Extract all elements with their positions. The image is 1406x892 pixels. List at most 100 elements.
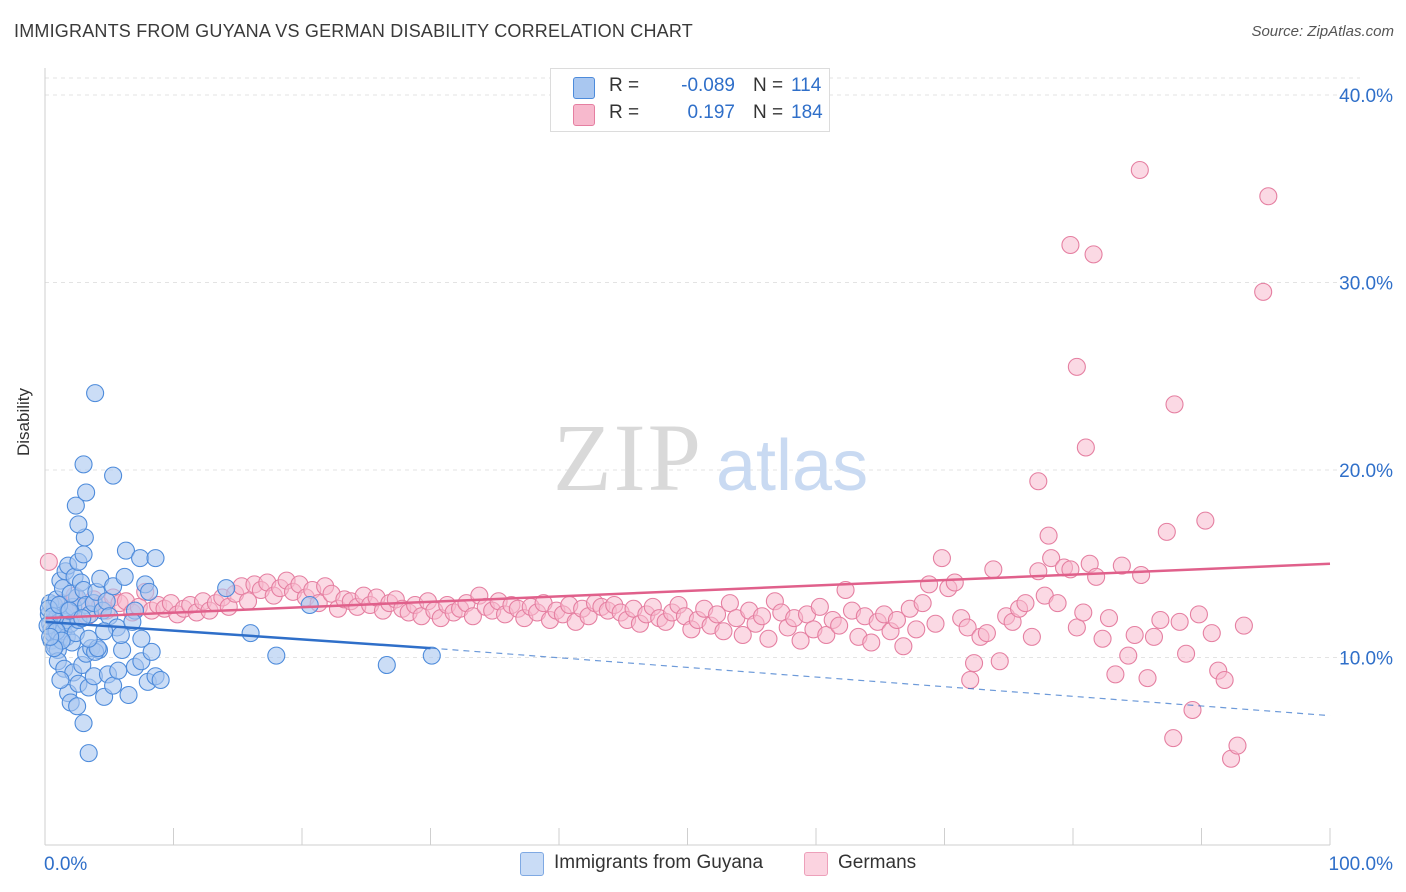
germans-point	[913, 594, 932, 613]
germans-point	[39, 552, 58, 571]
germans-point	[1042, 549, 1061, 568]
legend-swatch-pink	[573, 104, 595, 126]
y-tick-label: 20.0%	[1339, 461, 1393, 482]
guyana-point	[77, 483, 96, 502]
bottom-legend-label: Immigrants from Guyana	[554, 852, 764, 873]
guyana-point	[41, 627, 60, 646]
guyana-point	[422, 646, 441, 665]
watermark-atlas: atlas	[716, 426, 868, 506]
germans-point	[1112, 556, 1131, 575]
axes: 10.0% 20.0% 30.0% 40.0% 0.0% 100.0%	[44, 68, 1393, 875]
germans-point	[810, 597, 829, 616]
guyana-point	[115, 567, 134, 586]
germans-point	[1099, 609, 1119, 628]
germans-point	[836, 580, 855, 600]
germans-point	[1228, 736, 1247, 755]
guyana-point	[79, 744, 98, 763]
germans-point	[958, 618, 977, 637]
guyana-point	[74, 455, 93, 474]
germans-point	[463, 607, 482, 626]
chart-title: IMMIGRANTS FROM GUYANA VS GERMAN DISABIL…	[14, 21, 693, 41]
germans-point	[961, 670, 980, 690]
guyana-points	[38, 384, 441, 763]
germans-point	[1067, 357, 1086, 376]
legend-n-value: 184	[791, 102, 823, 123]
guyana-point	[300, 595, 319, 615]
guyana-point	[142, 642, 161, 661]
germans-point	[752, 607, 772, 626]
germans-point	[1067, 618, 1086, 637]
guyana-trend-line	[44, 620, 431, 650]
guyana-point	[86, 384, 105, 403]
guyana-point	[97, 592, 116, 611]
bottom-legend-swatch-pink	[804, 852, 828, 876]
germans-point	[1215, 670, 1234, 690]
germans-point	[759, 629, 778, 648]
germans-point	[1157, 522, 1176, 541]
germans-point	[714, 622, 733, 641]
legend-n-label: N =	[753, 102, 784, 123]
guyana-point	[119, 685, 138, 705]
y-tick-label: 10.0%	[1339, 649, 1393, 670]
germans-point	[1084, 245, 1103, 264]
bottom-legend-label: Germans	[838, 852, 917, 873]
germans-point	[1164, 729, 1183, 748]
germans-point	[1039, 526, 1058, 545]
germans-point	[733, 625, 752, 645]
germans-point	[1029, 472, 1048, 491]
germans-point	[894, 637, 913, 656]
germans-point	[932, 549, 951, 568]
guyana-point	[104, 676, 123, 695]
guyana-point	[132, 629, 151, 648]
germans-point	[1170, 612, 1189, 631]
germans-point	[977, 624, 996, 643]
guyana-point	[140, 582, 159, 601]
guyana-point	[109, 661, 128, 680]
legend-r-label: R =	[609, 75, 640, 96]
x-tick-label: 100.0%	[1329, 854, 1394, 875]
guyana-point	[131, 549, 150, 568]
germans-point	[1130, 160, 1149, 180]
germans-point	[965, 654, 984, 673]
legend-swatch-blue	[573, 77, 595, 99]
germans-point	[926, 614, 945, 633]
germans-point	[1087, 567, 1106, 586]
guyana-point	[66, 496, 85, 515]
germans-point	[1196, 511, 1215, 530]
guyana-point	[104, 466, 123, 485]
trend-lines	[44, 562, 1331, 717]
germans-point	[1202, 624, 1221, 643]
germans-point	[1076, 438, 1095, 457]
germans-point	[920, 575, 939, 594]
germans-point	[1016, 594, 1035, 613]
legend-n-value: 114	[791, 75, 822, 96]
guyana-point	[79, 629, 98, 648]
watermark-zip: ZIP	[553, 404, 703, 511]
y-tick-label: 30.0%	[1339, 274, 1393, 295]
germans-point	[1234, 616, 1253, 635]
germans-point	[1119, 646, 1138, 665]
guyana-trend-extension	[430, 647, 1331, 717]
germans-point	[1177, 644, 1196, 663]
bottom-legend-swatch-blue	[520, 852, 544, 876]
germans-point	[990, 652, 1009, 671]
legend: R = -0.089 N = 114 R = 0.197 N = 184	[550, 68, 830, 132]
germans-point	[817, 625, 836, 645]
legend-n-label: N =	[753, 75, 784, 96]
guyana-point	[151, 670, 170, 690]
germans-point	[1048, 594, 1067, 613]
watermark: ZIP atlas	[553, 404, 868, 511]
germans-point	[1106, 665, 1125, 684]
germans-trend-line	[44, 562, 1331, 620]
germans-point	[1183, 700, 1202, 720]
germans-point	[1061, 235, 1080, 255]
germans-point	[1093, 629, 1112, 648]
guyana-point	[146, 549, 165, 568]
guyana-point	[113, 640, 132, 660]
germans-point	[984, 560, 1003, 579]
germans-point	[1189, 605, 1208, 624]
guyana-point	[51, 670, 70, 690]
germans-point	[1259, 187, 1278, 206]
x-tick-label: 0.0%	[44, 854, 87, 875]
